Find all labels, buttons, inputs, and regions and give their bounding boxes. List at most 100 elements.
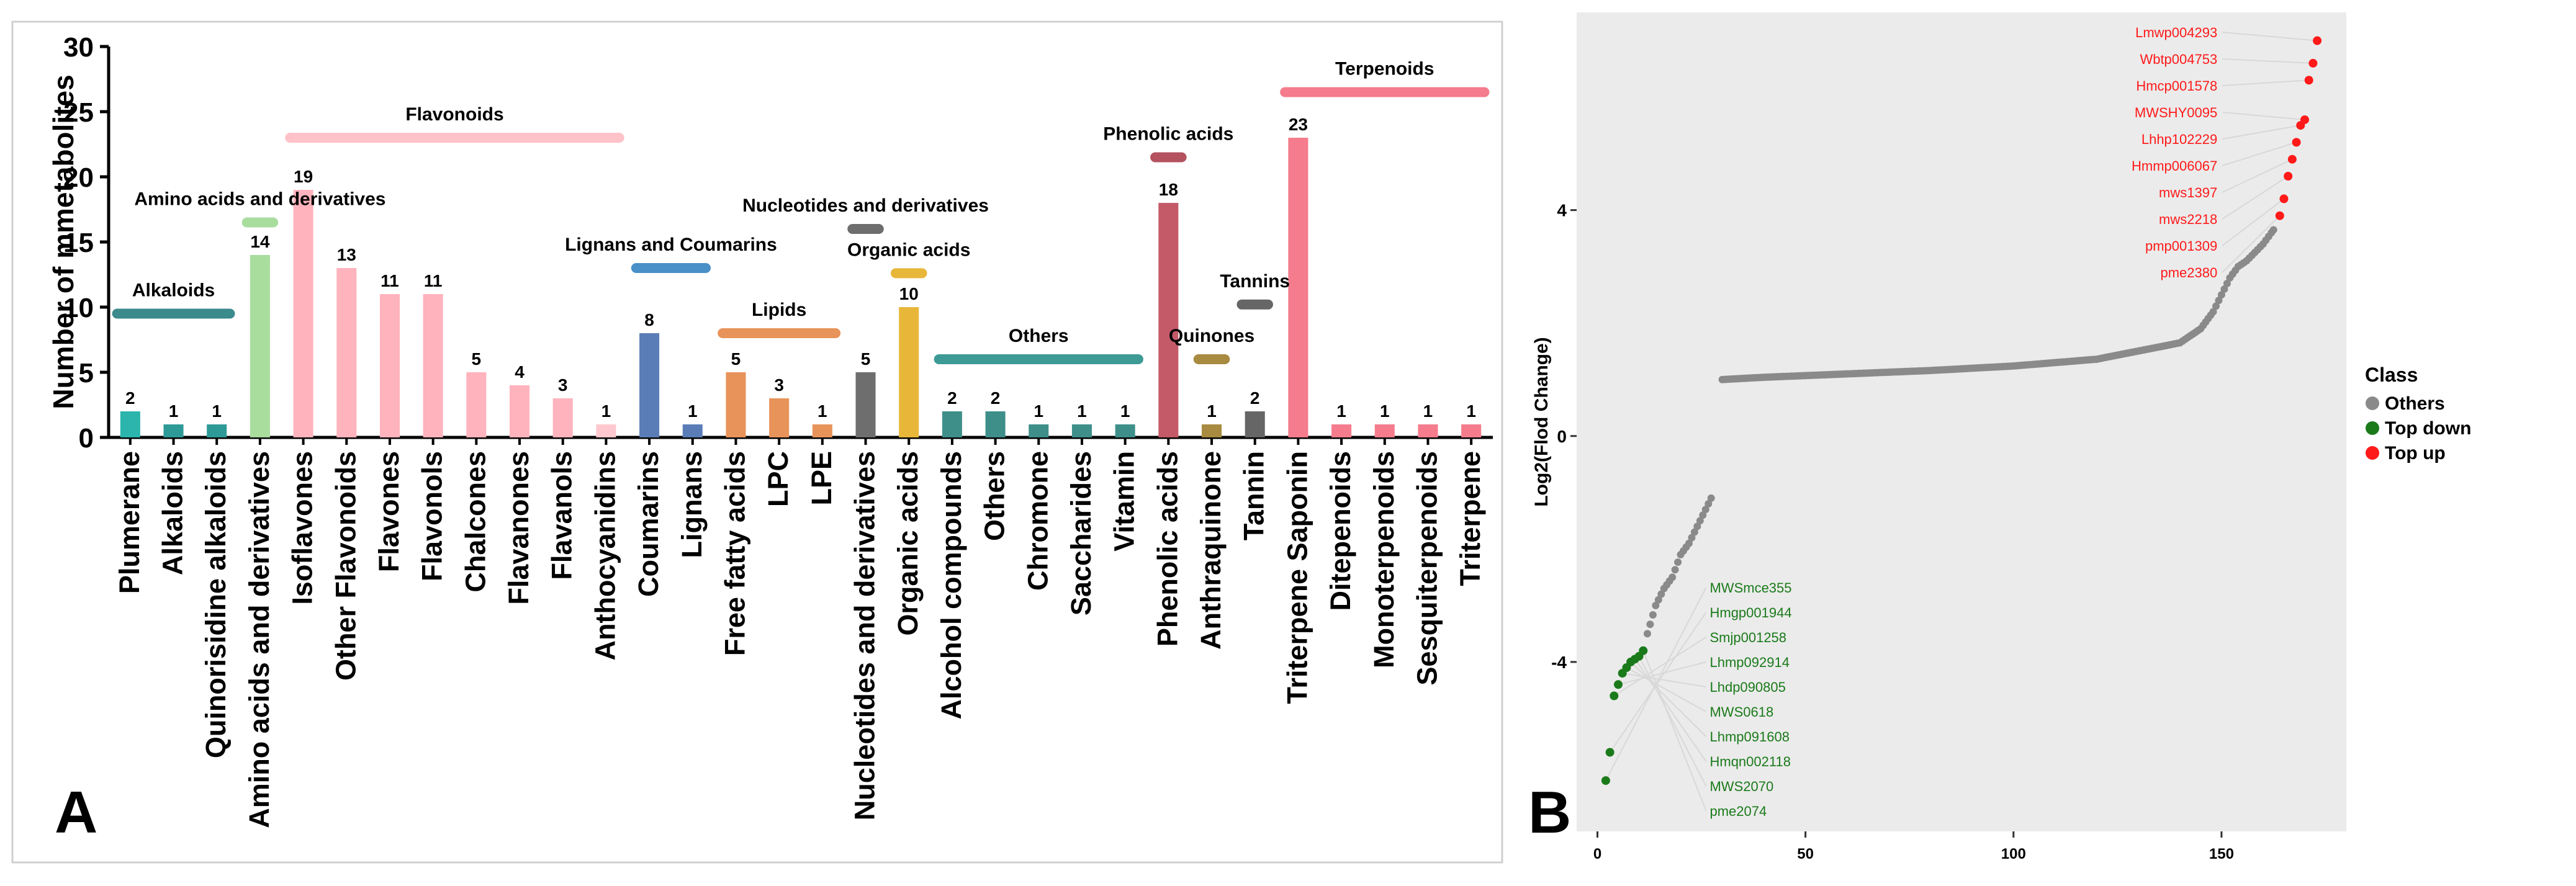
bar-value-label: 19 (294, 167, 313, 186)
bar-value-label: 5 (472, 349, 482, 369)
label-connector (1634, 658, 1707, 762)
x-tick-label: Lignans (676, 451, 708, 558)
data-point-others (2269, 226, 2277, 234)
x-tick-label: Vitamin (1109, 451, 1140, 552)
x-tick-label: Alkaloids (157, 451, 189, 575)
data-point-others (1669, 573, 1677, 581)
legend-entry: Top up (2385, 443, 2446, 463)
bar-value-label: 2 (947, 388, 957, 408)
label-connector (1638, 656, 1707, 787)
group-label: Organic acids (847, 239, 970, 260)
bar (682, 424, 703, 437)
label-connector (1609, 612, 1707, 753)
x-tick-label: Sesquiterpenoids (1411, 451, 1443, 686)
data-point-others (2215, 297, 2223, 305)
bar-value-label: 1 (212, 401, 222, 421)
data-point-others (1699, 511, 1707, 519)
group-label: Lignans and Coumarins (565, 235, 777, 255)
x-tick-label: 50 (1797, 846, 1814, 862)
legend-title: Class (2365, 364, 2418, 386)
x-tick-label: Nucleotides and derivatives (849, 451, 881, 820)
data-point-top-down (1639, 646, 1648, 655)
label-connector (1626, 667, 1706, 712)
bar (293, 190, 313, 437)
label-connector (2222, 112, 2305, 120)
bar (379, 294, 400, 437)
data-point-others (1671, 566, 1679, 574)
panel-frame (11, 20, 1503, 864)
label-connector (1618, 661, 1706, 686)
x-tick-label: Flavanols (546, 451, 578, 580)
legend-swatch (2366, 446, 2379, 460)
bar-value-label: 18 (1159, 180, 1178, 199)
point-label-top-up: Hmmp006067 (2132, 158, 2217, 174)
bar (120, 411, 140, 437)
point-label-top-up: pme2380 (2160, 265, 2217, 280)
bar-value-label: 1 (601, 401, 611, 421)
data-point-top-up (2292, 138, 2301, 147)
bar-value-label: 2 (1250, 388, 1260, 408)
group-bracket (934, 354, 1143, 364)
data-point-others (1701, 506, 1709, 514)
x-tick-label: Organic acids (892, 451, 924, 636)
data-point-top-up (2308, 58, 2318, 68)
bar-value-label: 5 (861, 349, 871, 369)
data-point-top-down (1601, 776, 1610, 785)
x-tick-label: Flavanones (503, 451, 534, 605)
group-bracket (112, 308, 235, 319)
group-label: Nucleotides and derivatives (742, 195, 989, 216)
x-tick-label: 150 (2209, 846, 2234, 862)
bar (552, 398, 573, 437)
x-tick-label: Phenolic acids (1151, 451, 1183, 647)
x-tick-label: 0 (1593, 846, 1601, 862)
group-bracket (285, 133, 624, 143)
data-point-others (1685, 539, 1693, 547)
y-tick-label: 15 (63, 228, 94, 258)
point-label-top-up: Wbtp004753 (2140, 51, 2217, 67)
group-bracket (1150, 152, 1187, 163)
bar (1202, 424, 1222, 437)
x-tick-label: Chromone (1022, 451, 1053, 591)
panel-label-a: A (55, 779, 98, 846)
data-point-others (1705, 500, 1713, 508)
x-tick-label: Ditepenoids (1325, 451, 1356, 611)
bar-value-label: 11 (381, 271, 399, 290)
bar-value-label: 23 (1289, 115, 1308, 134)
bar-value-label: 2 (991, 388, 1001, 408)
data-point-others (1649, 611, 1657, 619)
bar (1115, 424, 1135, 437)
label-connector (2222, 125, 2301, 140)
x-tick-label: LPC (762, 451, 794, 507)
x-tick-label: 100 (2001, 846, 2026, 862)
group-label: Quinones (1169, 326, 1254, 346)
bar-value-label: 10 (899, 284, 919, 303)
group-bracket (241, 217, 279, 228)
y-tick-label: 0 (1557, 427, 1567, 446)
bar-value-label: 8 (644, 310, 654, 329)
bar (1461, 424, 1482, 437)
x-tick-label: Flavonols (417, 451, 448, 581)
point-label-top-down: pme2074 (1709, 803, 1767, 819)
bar-value-label: 1 (817, 401, 827, 421)
label-connector (2222, 176, 2289, 220)
point-label-top-down: Hmgp001944 (1709, 605, 1791, 620)
data-point-others (1693, 522, 1701, 530)
x-tick-label: Free fatty acids (719, 451, 750, 656)
point-label-top-down: MWSmce355 (1709, 580, 1791, 596)
x-tick-label: Coumarins (633, 451, 664, 597)
data-point-others (2223, 279, 2231, 287)
panel-b: -4 0 4 0 50 100 150 Log2(Flod Change) Lmwp004293… (1530, 0, 2576, 883)
data-point-others (1688, 534, 1696, 542)
scatter-chart: -4 0 4 0 50 100 150 Log2(Flod Change) Lmwp004293… (1531, 12, 2471, 862)
bar-value-label: 1 (688, 401, 698, 421)
bar (1418, 424, 1438, 437)
bar (510, 385, 530, 437)
x-tick-label: Anthraquinone (1195, 451, 1227, 650)
bar (1374, 424, 1395, 437)
data-point-top-up (2296, 121, 2305, 130)
data-point-others (1674, 558, 1682, 566)
data-point-top-up (2275, 211, 2284, 220)
y-tick-label: 30 (63, 32, 94, 63)
group-label: Others (1009, 326, 1069, 346)
label-connector (2222, 158, 2293, 193)
